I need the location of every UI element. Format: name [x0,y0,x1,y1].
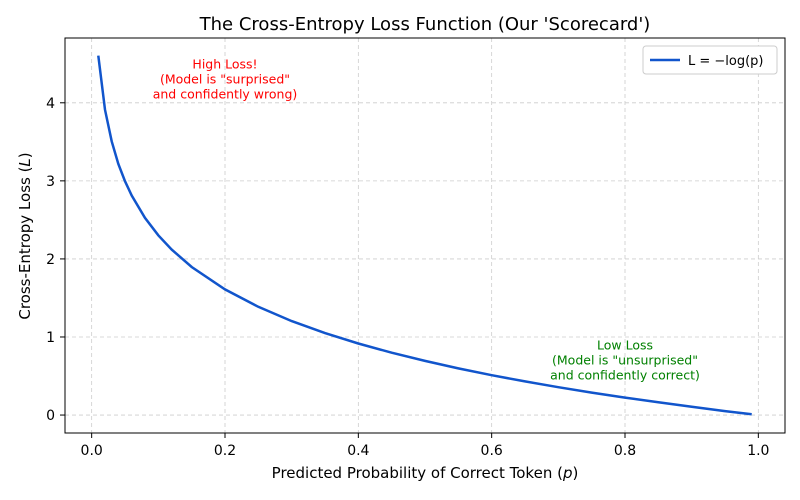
x-tick-label: 0.6 [481,443,503,459]
low-loss-annotation-line: (Model is "unsurprised" [552,352,698,367]
curve-layer [97,55,752,416]
chart-title: The Cross-Entropy Loss Function (Our 'Sc… [199,14,651,35]
high-loss-annotation-line: High Loss! [192,56,257,71]
x-tick-label: 0.8 [614,443,636,459]
high-loss-annotation: High Loss!(Model is "surprised"and confi… [153,56,298,101]
y-tick-label: 3 [46,174,55,190]
high-loss-annotation-line: and confidently wrong) [153,86,298,101]
legend: L = −log(p) [642,45,778,75]
x-axis-label: Predicted Probability of Correct Token (… [272,464,579,482]
grid [65,38,785,433]
y-tick-label: 0 [46,408,55,424]
low-loss-annotation-line: Low Loss [597,337,653,352]
low-loss-annotation-line: and confidently correct) [550,367,700,382]
x-axis-ticks: 0.0 0.2 0.4 0.6 0.8 1.0 [81,433,769,459]
loss-curve [97,55,752,416]
annotation-layer: High Loss!(Model is "surprised"and confi… [153,56,700,382]
plot-frame [64,37,786,434]
legend-box [642,45,778,75]
x-tick-label: 1.0 [747,443,769,459]
y-axis-label: Cross-Entropy Loss (L) [16,152,34,319]
high-loss-annotation-line: (Model is "surprised" [160,71,290,86]
y-axis-ticks: 0 1 2 3 4 [46,96,65,424]
legend-entry-label: L = −log(p) [688,54,764,69]
x-tick-label: 0.2 [214,443,236,459]
y-tick-label: 1 [46,330,55,346]
x-tick-label: 0.0 [81,443,103,459]
y-tick-label: 2 [46,252,55,268]
low-loss-annotation: Low Loss(Model is "unsurprised"and confi… [550,337,700,382]
x-tick-label: 0.4 [347,443,369,459]
y-tick-label: 4 [46,96,55,112]
